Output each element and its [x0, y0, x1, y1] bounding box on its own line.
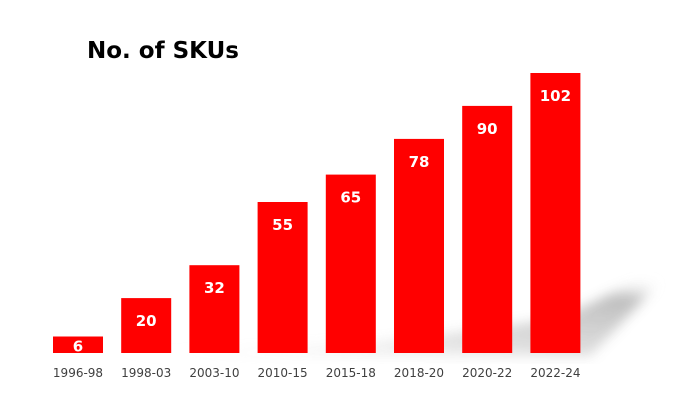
- chart-title: No. of SKUs: [87, 38, 239, 64]
- x-tick-labels-group: 1996-98 1998-03 2003-10 2010-15 2015-18 2018-…: [53, 366, 581, 380]
- bar-value-label: 78: [409, 153, 430, 171]
- bar-value-label: 32: [204, 279, 225, 297]
- x-tick-label: 2018-20: [394, 366, 444, 380]
- bar-value-label: 55: [272, 216, 293, 234]
- bars-group: [53, 73, 580, 353]
- bar-value-label: 102: [540, 87, 571, 105]
- bar-2020-22: [462, 106, 512, 353]
- bar-2018-20: [394, 139, 444, 353]
- x-tick-label: 2015-18: [326, 366, 376, 380]
- x-tick-label: 2022-24: [530, 366, 580, 380]
- bar-value-label: 6: [73, 338, 83, 356]
- x-tick-label: 1996-98: [53, 366, 103, 380]
- bar-2022-24: [530, 73, 580, 353]
- bar-value-label: 20: [136, 312, 157, 330]
- bar-value-label: 65: [340, 189, 361, 207]
- x-tick-label: 1998-03: [121, 366, 171, 380]
- x-tick-label: 2010-15: [258, 366, 308, 380]
- bar-value-label: 90: [477, 120, 498, 138]
- x-tick-label: 2003-10: [189, 366, 239, 380]
- x-tick-label: 2020-22: [462, 366, 512, 380]
